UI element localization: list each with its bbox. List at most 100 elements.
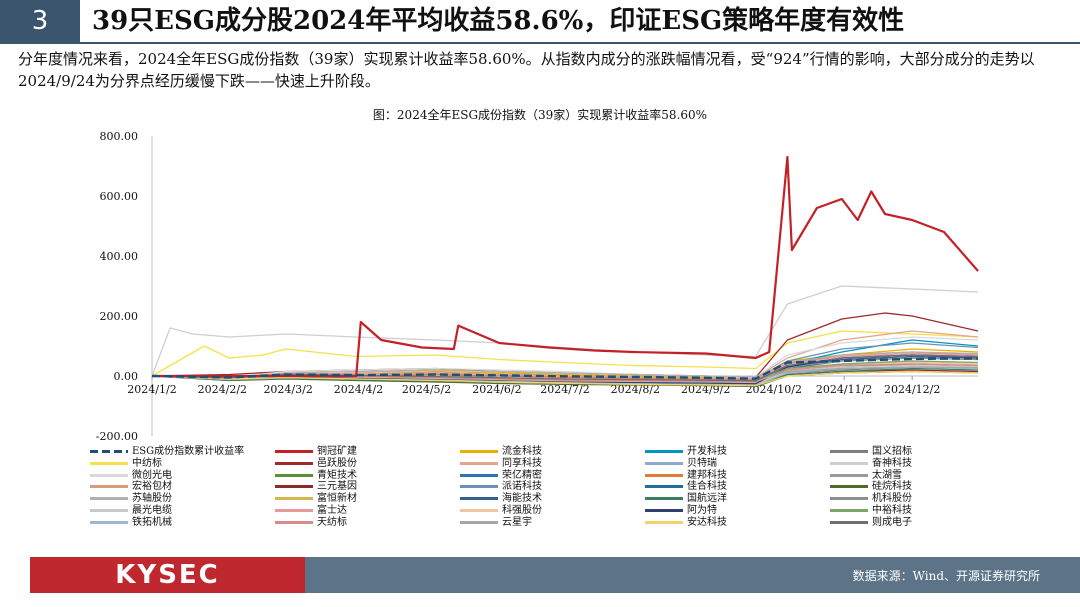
legend-label: 机科股份 — [872, 493, 912, 505]
legend-label: 国航远洋 — [687, 493, 727, 505]
legend-swatch — [90, 450, 128, 453]
series-line — [152, 155, 979, 378]
legend-label: 中裕科技 — [872, 505, 912, 516]
legend-swatch — [90, 520, 128, 524]
legend-label: 硅烷科技 — [872, 481, 912, 493]
legend-swatch — [275, 450, 313, 453]
legend-label: ESG成份指数累计收益率 — [132, 446, 245, 457]
legend-swatch — [90, 473, 128, 477]
legend-swatch — [275, 520, 313, 524]
legend-swatch — [90, 485, 128, 489]
legend-swatch — [645, 473, 683, 477]
series-line — [151, 351, 979, 379]
x-tick-label: 2024/1/2 — [127, 383, 176, 396]
y-tick-label: 0.00 — [114, 370, 139, 383]
section-number: 3 — [0, 0, 80, 42]
legend-label: 邑跃股份 — [317, 457, 357, 469]
legend-label: 三元基因 — [317, 481, 357, 493]
legend-swatch — [645, 520, 683, 524]
legend-label: 青矩技术 — [317, 469, 357, 481]
legend-swatch — [645, 497, 683, 501]
series-line — [151, 357, 979, 380]
series-line — [151, 330, 979, 377]
x-tick-label: 2024/10/2 — [746, 383, 802, 396]
y-tick-label: 200.00 — [100, 310, 139, 323]
legend-swatch — [645, 509, 683, 512]
legend-label: 奋神科技 — [872, 457, 912, 469]
legend-label: 宏裕包材 — [132, 481, 172, 493]
x-tick-label: 2024/4/2 — [334, 383, 383, 396]
legend-swatch — [460, 497, 498, 501]
y-tick-label: 400.00 — [100, 250, 139, 263]
x-tick-label: 2024/7/2 — [540, 383, 589, 396]
legend-label: 建邦科技 — [687, 469, 727, 481]
legend-swatch — [90, 461, 128, 465]
legend-label: 同享科技 — [502, 457, 542, 469]
legend-label: 派诺科技 — [502, 481, 542, 493]
legend-swatch — [275, 497, 313, 501]
line-chart: 800.00 600.00 400.00 200.00 0.00 -200.00 2024/… — [96, 130, 979, 443]
x-tick-label: 2024/11/2 — [816, 383, 872, 396]
legend-swatch — [460, 485, 498, 489]
legend-swatch — [830, 473, 868, 477]
y-tick-label: -200.00 — [96, 430, 138, 443]
y-tick-label: 800.00 — [100, 130, 139, 143]
legend-swatch — [645, 450, 683, 453]
legend-swatch — [275, 509, 313, 512]
legend-swatch — [460, 450, 498, 453]
legend-label: 科强股份 — [502, 505, 542, 516]
kysec-logo: KYSEC — [30, 557, 305, 593]
legend-swatch — [460, 520, 498, 524]
legend-label: 国义招标 — [872, 446, 912, 457]
legend-swatch — [645, 461, 683, 465]
legend-label: 流金科技 — [502, 446, 542, 457]
x-tick-label: 2024/5/2 — [402, 383, 451, 396]
intro-paragraph: 分年度情况来看，2024全年ESG成份指数（39家）实现累计收益率58.60%。… — [18, 50, 1035, 90]
legend-label: 苏轴股份 — [132, 493, 172, 505]
legend-label: 富恒新材 — [317, 493, 357, 505]
x-tick-label: 2024/6/2 — [472, 383, 521, 396]
legend-label: 佳合科技 — [687, 481, 727, 493]
legend-swatch — [275, 473, 313, 477]
series-line — [151, 336, 979, 379]
legend-label: 太湖雪 — [872, 469, 902, 481]
legend-label: 晨光电缆 — [132, 505, 172, 516]
page-title: 39只ESG成分股2024年平均收益58.6%，印证ESG策略年度有效性 — [92, 6, 905, 36]
legend-label: 阿为特 — [687, 505, 717, 516]
legend-swatch — [645, 485, 683, 489]
legend-swatch — [275, 485, 313, 489]
legend-swatch — [460, 509, 498, 512]
legend-label: 云星宇 — [502, 516, 532, 528]
legend-label: 安达科技 — [687, 516, 727, 528]
legend-label: 铁拓机械 — [132, 516, 172, 528]
legend-swatch — [830, 450, 868, 453]
legend-label: 海能技术 — [502, 493, 542, 505]
legend-label: 天纺标 — [317, 516, 347, 528]
legend-label: 则成电子 — [872, 516, 912, 528]
legend-label: 荣亿精密 — [502, 469, 542, 481]
legend-label: 贝特瑞 — [687, 457, 717, 469]
legend-swatch — [830, 461, 868, 465]
y-tick-label: 600.00 — [100, 190, 139, 203]
legend-swatch — [830, 497, 868, 501]
legend-swatch — [90, 509, 128, 512]
legend-label: 中纺标 — [132, 457, 162, 469]
footer-bar — [305, 557, 1080, 593]
x-tick-label: 2024/2/2 — [198, 383, 247, 396]
x-tick-label: 2024/8/2 — [611, 383, 660, 396]
chart-title: 图：2024全年ESG成份指数（39家）实现累计收益率58.60% — [372, 108, 708, 122]
legend-label: 富士达 — [317, 505, 347, 516]
legend-label: 开发科技 — [687, 446, 727, 457]
header-divider — [0, 42, 1080, 44]
legend-swatch — [830, 485, 868, 489]
source-note: 数据来源：Wind、开源证券研究所 — [852, 569, 1040, 583]
legend-swatch — [460, 473, 498, 477]
legend-swatch — [830, 520, 868, 524]
legend-swatch — [460, 461, 498, 465]
legend-swatch — [90, 497, 128, 501]
legend-swatch — [830, 509, 868, 512]
x-tick-label: 2024/12/2 — [884, 383, 940, 396]
legend-label: 铜冠矿建 — [317, 446, 357, 457]
x-tick-label: 2024/3/2 — [263, 383, 312, 396]
series-line — [151, 370, 979, 387]
